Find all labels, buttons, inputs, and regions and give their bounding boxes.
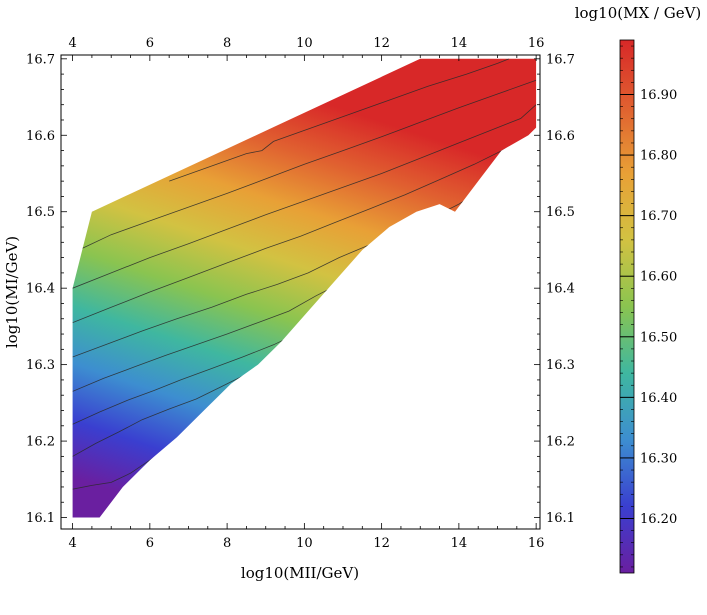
y-tick-label: 16.3 xyxy=(26,358,55,373)
colorbar-tick-label: 16.30 xyxy=(640,451,677,466)
y-tick-label-right: 16.5 xyxy=(546,205,575,220)
y-tick-label-right: 16.7 xyxy=(546,52,575,67)
colorbar-tick-label: 16.20 xyxy=(640,512,677,527)
colorbar-title: log10(MX / GeV) xyxy=(575,4,702,22)
colorbar-tick-label: 16.50 xyxy=(640,330,677,345)
contour-line-6 xyxy=(72,104,537,289)
x-ticks-bottom: 4 6 8 10 12 14 16 xyxy=(68,523,544,551)
y-tick-label: 16.7 xyxy=(26,52,55,67)
x-tick-label: 4 xyxy=(68,536,76,551)
contour-line-7 xyxy=(82,79,537,249)
x-axis-label: log10(MII/GeV) xyxy=(241,564,359,582)
x-tick-label: 14 xyxy=(451,536,468,551)
x-tick-label-top: 14 xyxy=(451,36,468,51)
y-tick-label: 16.5 xyxy=(26,205,55,220)
contour-line-5 xyxy=(72,136,537,323)
colorbar-tick-label: 16.40 xyxy=(640,391,677,406)
x-tick-label-top: 10 xyxy=(296,36,313,51)
x-tick-label-top: 6 xyxy=(146,36,154,51)
colorbar-tick-label: 16.70 xyxy=(640,209,677,224)
x-tick-label-top: 12 xyxy=(373,36,390,51)
plot-frame xyxy=(60,54,541,530)
colorbar-tick-label: 16.90 xyxy=(640,88,677,103)
y-tick-label: 16.4 xyxy=(26,282,55,297)
x-tick-label: 6 xyxy=(146,536,154,551)
y-tick-label: 16.2 xyxy=(26,435,55,450)
x-tick-label: 12 xyxy=(373,536,390,551)
x-tick-label-top: 16 xyxy=(528,36,545,51)
y-tick-label-right: 16.4 xyxy=(546,282,575,297)
colorbar xyxy=(619,39,635,574)
contour-line-8 xyxy=(169,58,510,182)
y-tick-label: 16.6 xyxy=(26,129,55,144)
data-region xyxy=(72,58,537,518)
y-axis-label: log10(MI/GeV) xyxy=(3,236,21,348)
contour-line-1 xyxy=(72,371,266,457)
colorbar-ticks: 16.20 16.30 16.40 16.50 16.60 16.70 16.80 16.90 xyxy=(620,45,677,568)
y-tick-label-right: 16.2 xyxy=(546,435,575,450)
colorbar-tick-label: 16.60 xyxy=(640,270,677,285)
y-tick-label-right: 16.6 xyxy=(546,129,575,144)
x-tick-label: 16 xyxy=(528,536,545,551)
x-tick-label-top: 8 xyxy=(223,36,231,51)
x-tick-label: 10 xyxy=(296,536,313,551)
y-tick-label: 16.1 xyxy=(26,511,55,526)
y-tick-label-right: 16.1 xyxy=(546,511,575,526)
y-ticks-left: 16.1 16.2 16.3 16.4 16.5 16.6 16.7 xyxy=(26,52,67,526)
x-tick-label: 8 xyxy=(223,536,231,551)
x-ticks-top: 4 6 8 10 12 14 16 xyxy=(68,36,544,61)
x-tick-label-top: 4 xyxy=(68,36,76,51)
y-tick-label-right: 16.3 xyxy=(546,358,575,373)
y-ticks-right: 16.1 16.2 16.3 16.4 16.5 16.6 16.7 xyxy=(534,52,575,526)
colorbar-tick-label: 16.80 xyxy=(640,149,677,164)
